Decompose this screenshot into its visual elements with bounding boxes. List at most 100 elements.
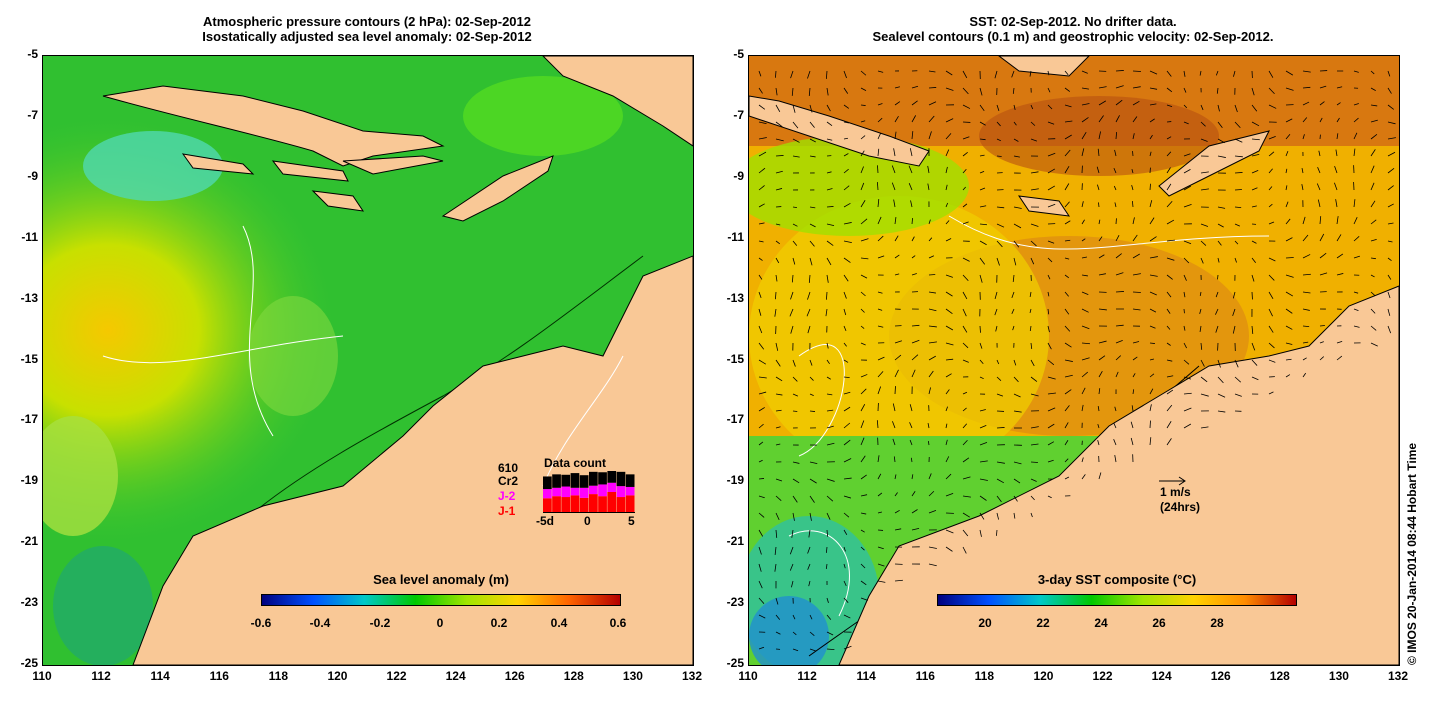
bar-j1	[589, 494, 598, 513]
velocity-arrow	[775, 155, 784, 157]
velocity-arrow	[1316, 183, 1321, 191]
velocity-arrow	[1251, 274, 1255, 282]
velocity-arrow	[1081, 131, 1087, 140]
velocity-arrow	[1097, 406, 1100, 412]
velocity-arrow	[1132, 217, 1135, 225]
velocity-arrow	[911, 115, 917, 123]
left-cbar-tick: -0.2	[369, 616, 391, 630]
velocity-arrow	[1114, 454, 1117, 463]
velocity-arrow	[909, 148, 913, 157]
velocity-arrow	[962, 423, 968, 429]
velocity-arrow	[860, 374, 868, 378]
velocity-arrow	[758, 203, 765, 208]
velocity-arrow	[1030, 461, 1038, 463]
velocity-arrow	[758, 391, 767, 395]
y-tick-label: -5	[733, 47, 744, 61]
data-count-tick-minus5: -5d	[536, 514, 554, 528]
velocity-arrow	[979, 171, 985, 174]
velocity-arrow	[892, 403, 896, 412]
velocity-arrow	[789, 308, 794, 317]
velocity-arrow	[1268, 168, 1273, 174]
velocity-arrow	[877, 165, 879, 174]
velocity-arrow	[893, 456, 896, 463]
x-tick-label: 116	[209, 669, 229, 683]
velocity-arrow	[790, 325, 794, 334]
velocity-arrow	[1081, 274, 1088, 277]
velocity-arrow	[1064, 220, 1071, 225]
velocity-arrow	[996, 461, 1005, 464]
velocity-arrow	[1149, 325, 1156, 329]
velocity-arrow	[1268, 221, 1275, 225]
velocity-arrow	[1370, 257, 1376, 260]
velocity-arrow	[1217, 121, 1223, 128]
velocity-arrow	[1081, 387, 1086, 395]
velocity-arrow	[809, 240, 815, 247]
velocity-arrow	[1098, 100, 1107, 106]
velocity-arrow	[1030, 359, 1035, 367]
velocity-arrow	[843, 495, 852, 499]
left-cbar-tick: 0.2	[490, 616, 508, 630]
velocity-arrow	[1030, 240, 1037, 247]
velocity-arrow	[945, 439, 948, 446]
velocity-arrow	[826, 359, 830, 365]
velocity-arrow	[1319, 341, 1324, 344]
velocity-arrow	[1047, 185, 1056, 191]
velocity-arrow	[775, 443, 781, 446]
velocity-arrow	[826, 257, 832, 266]
velocity-arrow	[860, 455, 866, 463]
land-timor	[441, 155, 554, 222]
velocity-arrow	[945, 166, 948, 174]
velocity-arrow	[1149, 291, 1157, 296]
velocity-arrow	[1132, 253, 1140, 259]
velocity-arrow	[1285, 325, 1293, 330]
bar-j2	[543, 489, 552, 499]
velocity-arrow	[1251, 257, 1256, 263]
velocity-arrow	[877, 199, 880, 208]
velocity-arrow	[826, 87, 829, 96]
right-map-title: SST: 02-Sep-2012. No drifter data. Seale…	[748, 14, 1398, 44]
velocity-arrow	[1302, 101, 1310, 106]
velocity-arrow	[843, 458, 852, 463]
velocity-arrow	[1149, 308, 1157, 313]
velocity-arrow	[843, 121, 849, 124]
velocity-arrow	[825, 308, 828, 317]
velocity-arrow	[1200, 188, 1209, 191]
velocity-arrow	[1047, 257, 1053, 263]
velocity-arrow	[894, 509, 900, 514]
x-tick-label: 118	[974, 669, 995, 683]
y-tick-label: -7	[27, 107, 38, 122]
x-tick-label: 122	[1092, 669, 1113, 683]
velocity-arrow	[1149, 236, 1157, 242]
velocity-arrow	[1047, 274, 1051, 280]
velocity-arrow	[809, 478, 817, 484]
velocity-arrow	[911, 324, 920, 327]
velocity-arrow	[1217, 257, 1220, 263]
velocity-arrow	[1166, 325, 1171, 330]
velocity-arrow	[979, 442, 988, 446]
velocity-arrow	[860, 291, 866, 297]
velocity-arrow	[1166, 104, 1173, 108]
velocity-arrow	[826, 121, 833, 127]
bar-j1	[570, 495, 580, 513]
bar-j2	[589, 485, 598, 495]
velocity-arrow	[791, 87, 794, 96]
velocity-arrow	[1183, 104, 1188, 109]
velocity-arrow	[979, 240, 987, 246]
velocity-arrow	[1251, 153, 1260, 157]
velocity-arrow	[843, 546, 846, 552]
velocity-arrow	[1098, 308, 1107, 311]
velocity-arrow	[1064, 440, 1069, 446]
velocity-arrow	[877, 148, 880, 157]
velocity-arrow	[1234, 189, 1242, 191]
data-count-title: Data count	[544, 456, 607, 470]
velocity-arrow	[1097, 440, 1100, 446]
velocity-arrow	[945, 529, 954, 534]
velocity-arrow	[809, 206, 816, 209]
velocity-arrow	[1251, 138, 1260, 141]
land-lesser-sunda	[181, 153, 444, 182]
velocity-arrow	[1285, 342, 1293, 345]
y-tick-label: -5	[27, 47, 38, 61]
velocity-arrow	[1251, 187, 1258, 191]
velocity-arrow	[1064, 257, 1070, 260]
scale-arrow-label: 1 m/s	[1160, 485, 1191, 499]
